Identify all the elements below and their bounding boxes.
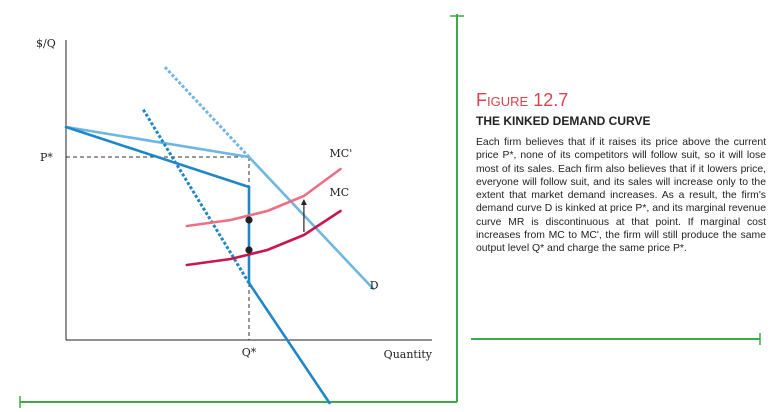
- dashed-extension-segment-6: [141, 108, 251, 284]
- q-star-tick-label: Q*: [242, 346, 257, 359]
- figure-caption: FIGURE 12.7 THE KINKED DEMAND CURVE Each…: [476, 90, 766, 256]
- intersection-point-1: [245, 246, 253, 254]
- figure-label-number: 12.7: [533, 90, 569, 110]
- curves: [64, 65, 375, 405]
- figure-number: FIGURE 12.7: [476, 90, 766, 112]
- p-star-tick-label: P*: [40, 151, 53, 164]
- y-axis-label: $/Q: [36, 37, 56, 50]
- x-axis-label: Quantity: [384, 348, 433, 361]
- figure-label-prefix: F: [476, 90, 487, 110]
- figure-label-rest: IGURE: [487, 94, 529, 109]
- figure-description: Each firm believes that if it raises its…: [476, 137, 766, 255]
- dashed-extension-segment-2: [163, 65, 251, 159]
- figure-title: THE KINKED DEMAND CURVE: [476, 114, 651, 128]
- figure-frame: [19, 14, 761, 408]
- curve-label-mc: MC': [330, 147, 353, 160]
- series-mr-5: [247, 281, 331, 405]
- curve-label-mc: MC: [330, 186, 350, 199]
- curve-labels: MC'MCDMR: [330, 147, 379, 292]
- series-mc-8: [185, 167, 342, 228]
- intersection-point-0: [245, 216, 253, 224]
- series-mr-3: [64, 125, 251, 189]
- chart-axes: $/Q Quantity P* Q*: [36, 37, 433, 361]
- marks: [245, 199, 307, 254]
- series-d-1: [247, 155, 375, 291]
- curve-label-d: D: [370, 279, 379, 292]
- series-mc-7: [185, 209, 342, 267]
- mc-shift-arrow-head: [300, 199, 307, 205]
- series-d-0: [64, 125, 251, 159]
- reference-guides: [66, 156, 250, 340]
